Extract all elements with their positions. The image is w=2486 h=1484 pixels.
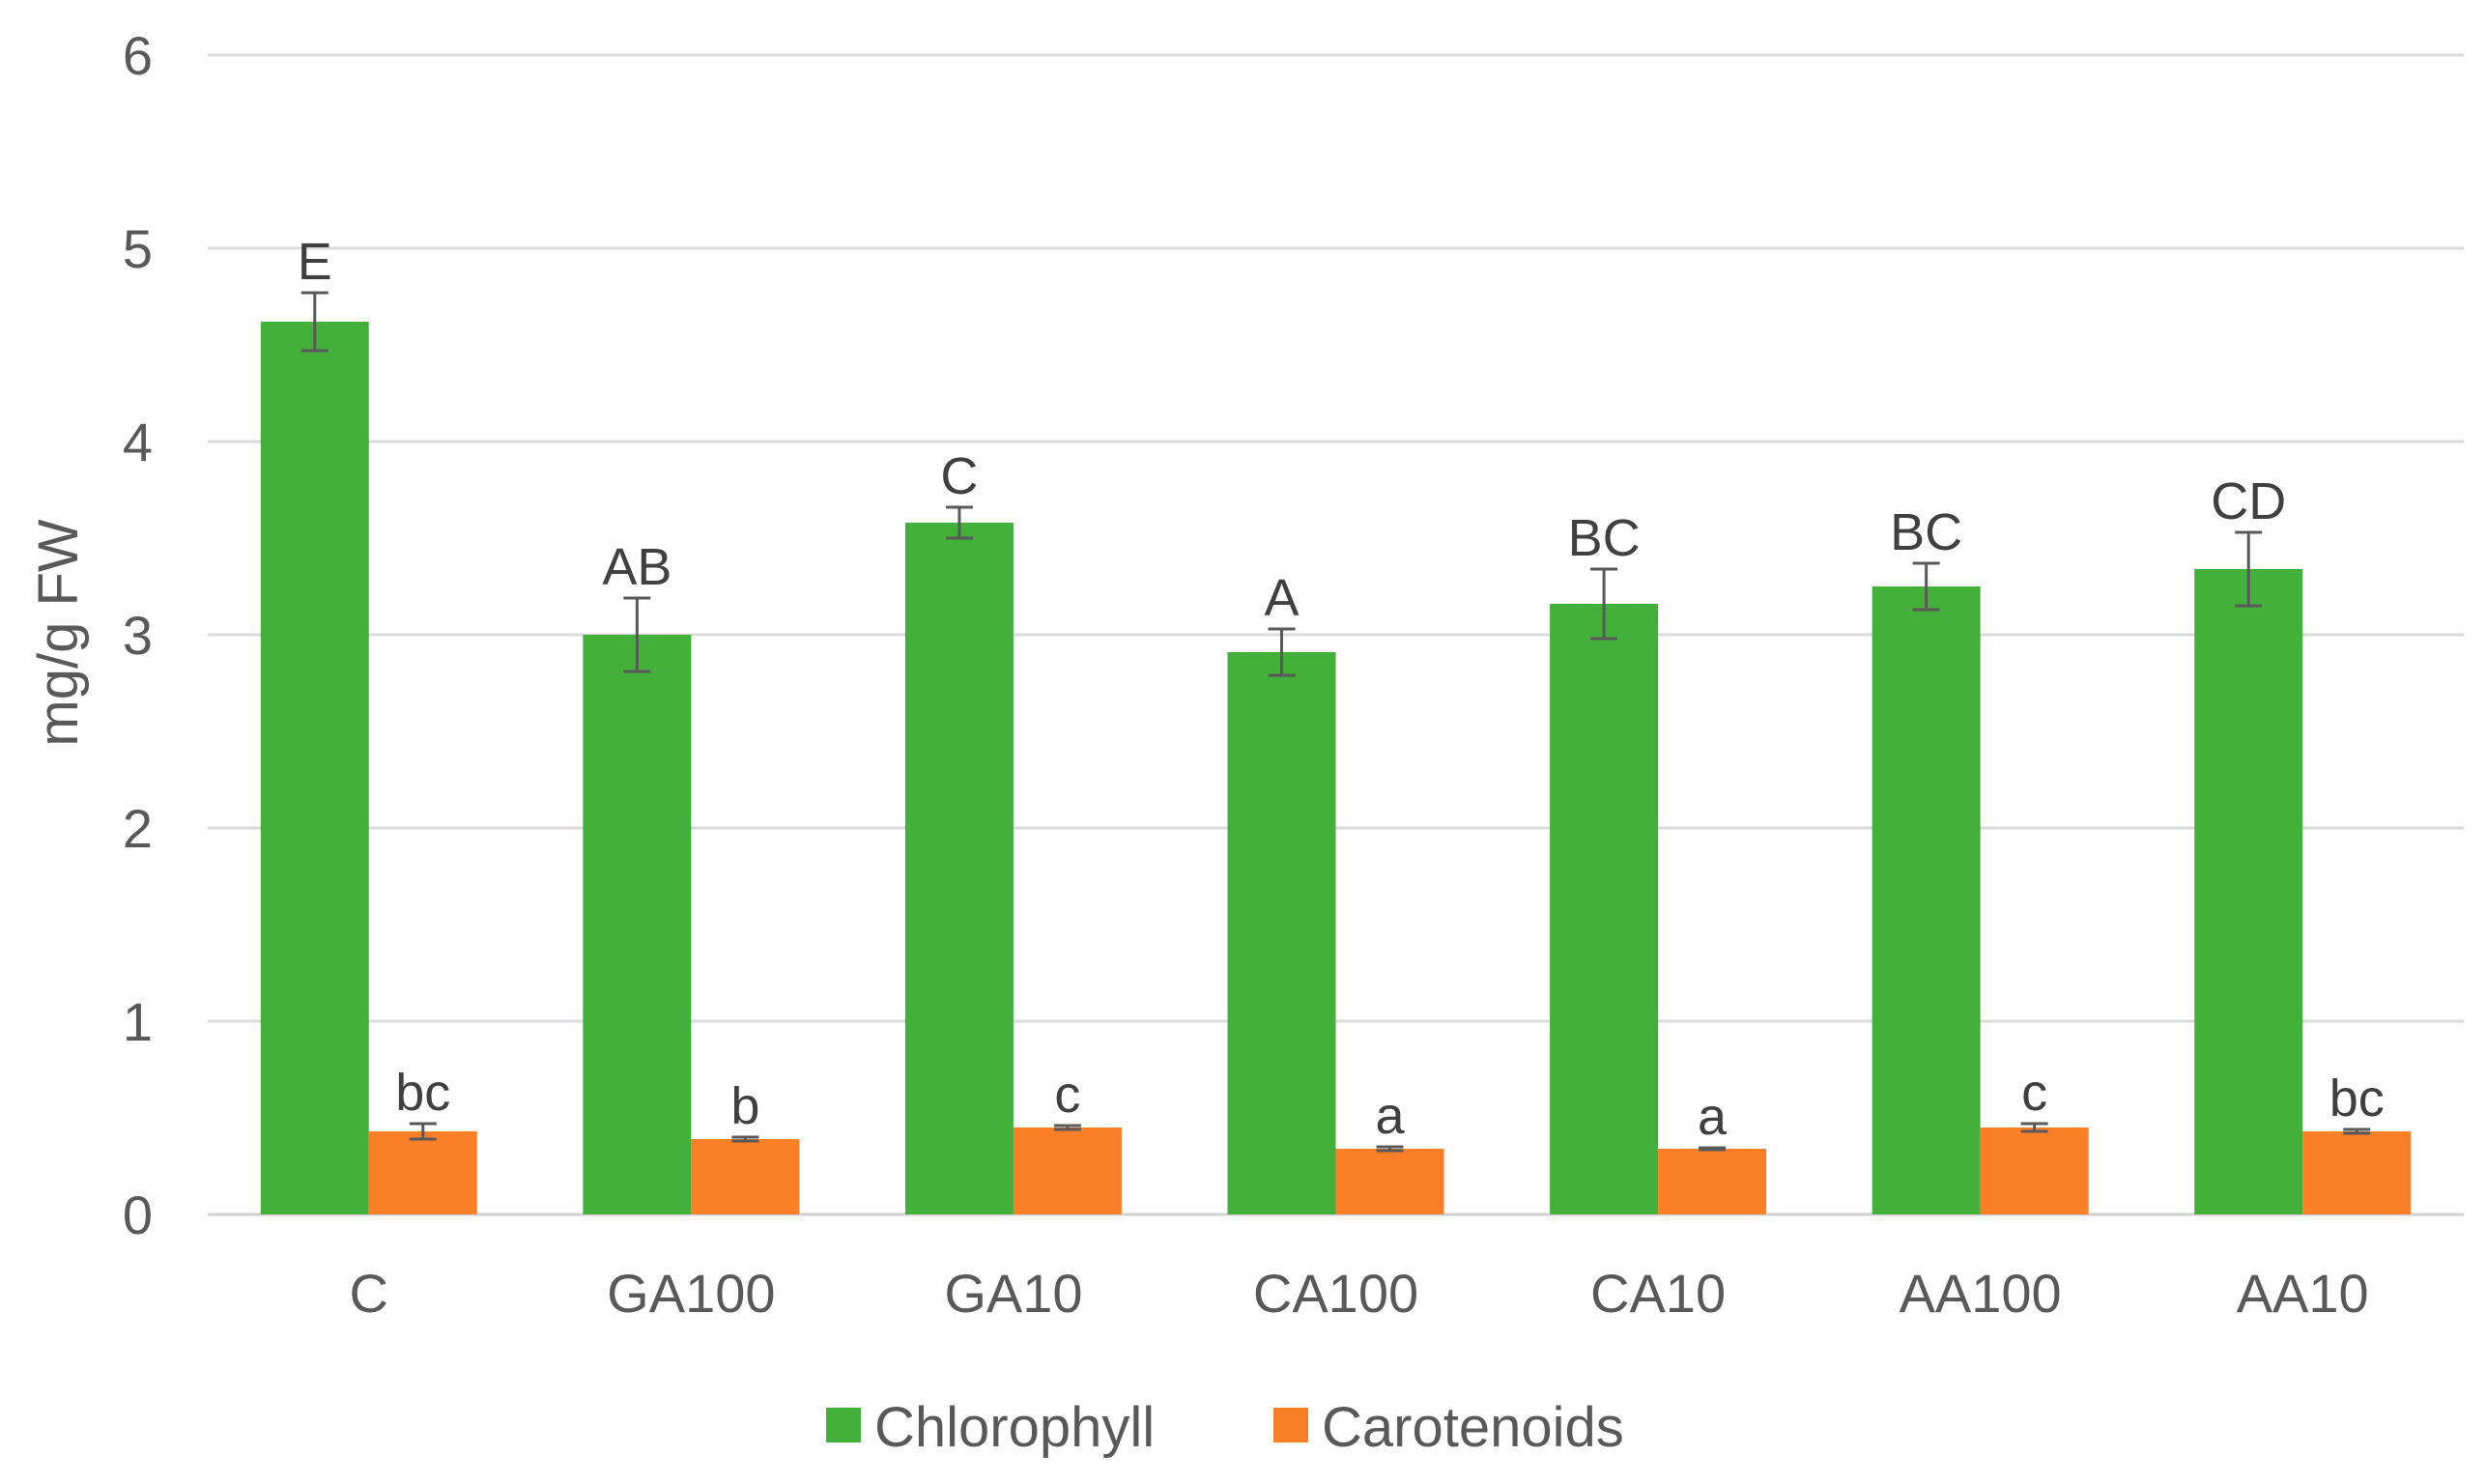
chlorophyll-bar: [1872, 586, 1981, 1214]
significance-label: BC: [1890, 503, 1962, 561]
x-tick-label: GA10: [944, 1263, 1082, 1324]
carotenoids-bar: [691, 1139, 800, 1214]
bars: [260, 322, 2412, 1214]
carotenoids-bar: [1658, 1149, 1767, 1214]
x-tick-label: CA100: [1253, 1263, 1418, 1324]
carotenoids-bar: [1013, 1127, 1122, 1214]
x-tick-label: AA100: [1900, 1263, 2062, 1324]
significance-label: c: [1054, 1066, 1080, 1124]
y-tick-label: 3: [123, 605, 153, 666]
chlorophyll-bar: [1227, 652, 1336, 1214]
significance-label: CD: [2211, 472, 2286, 530]
x-tick-label: C: [350, 1263, 388, 1324]
carotenoids-bar: [2302, 1131, 2412, 1214]
x-tick-label: GA100: [607, 1263, 775, 1324]
chlorophyll-bar: [904, 523, 1014, 1214]
error-bars: [300, 291, 2371, 1153]
y-axis-title: mg/g FW: [27, 519, 90, 746]
chlorophyll-legend-label: Chlorophyll: [874, 1396, 1155, 1459]
significance-label: BC: [1568, 509, 1641, 567]
x-tick-label: AA10: [2237, 1263, 2369, 1324]
significance-label: A: [1264, 569, 1299, 627]
significance-label: C: [940, 447, 978, 505]
significance-labels: Ebc AB b Cc Aa BC a BC c CD bc: [298, 233, 2385, 1146]
y-tick-label: 6: [123, 25, 153, 86]
significance-label: AB: [602, 538, 672, 596]
legend: Chlorophyll Carotenoids: [826, 1396, 1624, 1459]
chlorophyll-bar: [1550, 604, 1659, 1214]
significance-label: E: [298, 233, 332, 291]
chlorophyll-bar: [2194, 569, 2303, 1214]
y-tick-label: 5: [123, 218, 153, 279]
carotenoids-bar: [1335, 1149, 1444, 1214]
y-tick-label: 2: [123, 798, 153, 859]
chlorophyll-legend-swatch: [826, 1408, 861, 1442]
y-axis-ticks: 0 1 2 3 4 5 6: [123, 25, 153, 1245]
significance-label: a: [1698, 1088, 1728, 1146]
significance-label: c: [2021, 1064, 2047, 1122]
significance-label: a: [1375, 1087, 1405, 1145]
y-tick-label: 1: [123, 991, 153, 1052]
x-axis-ticks: C GA100 GA10 CA100 CA10 AA100 AA10: [350, 1263, 2369, 1324]
chlorophyll-bar: [583, 635, 692, 1214]
significance-label: b: [730, 1077, 759, 1135]
carotenoids-legend-label: Carotenoids: [1322, 1396, 1624, 1459]
carotenoids-bar: [368, 1131, 477, 1214]
significance-label: bc: [2329, 1070, 2385, 1127]
chlorophyll-bar: [260, 322, 369, 1214]
significance-label: bc: [395, 1064, 450, 1122]
carotenoids-bar: [1980, 1127, 2089, 1214]
y-tick-label: 4: [123, 412, 153, 472]
y-tick-label: 0: [123, 1184, 153, 1245]
carotenoids-legend-swatch: [1273, 1408, 1308, 1442]
x-tick-label: CA10: [1590, 1263, 1726, 1324]
